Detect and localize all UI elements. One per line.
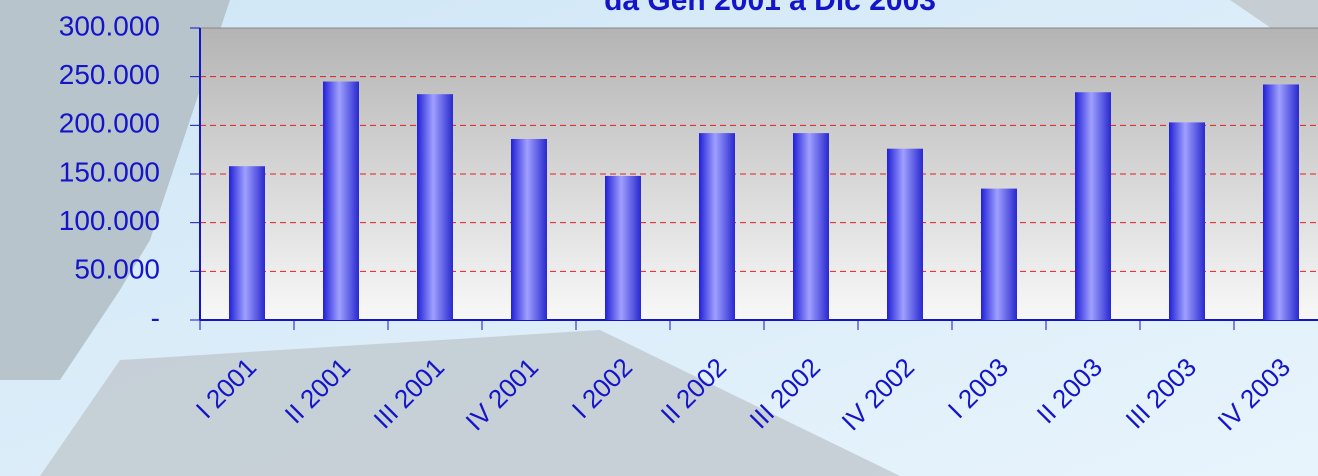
y-tick-label: 50.000	[74, 254, 160, 285]
bar	[511, 139, 547, 320]
bar	[1263, 84, 1299, 320]
bar	[981, 189, 1017, 320]
bar	[229, 166, 265, 320]
bar	[323, 82, 359, 320]
bar	[417, 94, 453, 320]
y-tick-label: 150.000	[59, 156, 160, 187]
y-tick-label: -	[151, 302, 160, 333]
bar	[699, 133, 735, 320]
y-tick-label: 300.000	[59, 10, 160, 41]
bar	[887, 149, 923, 320]
y-tick-label: 100.000	[59, 205, 160, 236]
bar	[793, 133, 829, 320]
page: da Gen 2001 a Dic 2003 - 50.000 100.000 150…	[0, 0, 1318, 476]
bar	[1169, 122, 1205, 320]
chart: da Gen 2001 a Dic 2003 - 50.000 100.000 150…	[0, 0, 1318, 476]
chart-title: da Gen 2001 a Dic 2003	[604, 0, 936, 17]
y-tick-label: 250.000	[59, 59, 160, 90]
bar	[605, 176, 641, 320]
bar	[1075, 92, 1111, 320]
y-tick-label: 200.000	[59, 108, 160, 139]
